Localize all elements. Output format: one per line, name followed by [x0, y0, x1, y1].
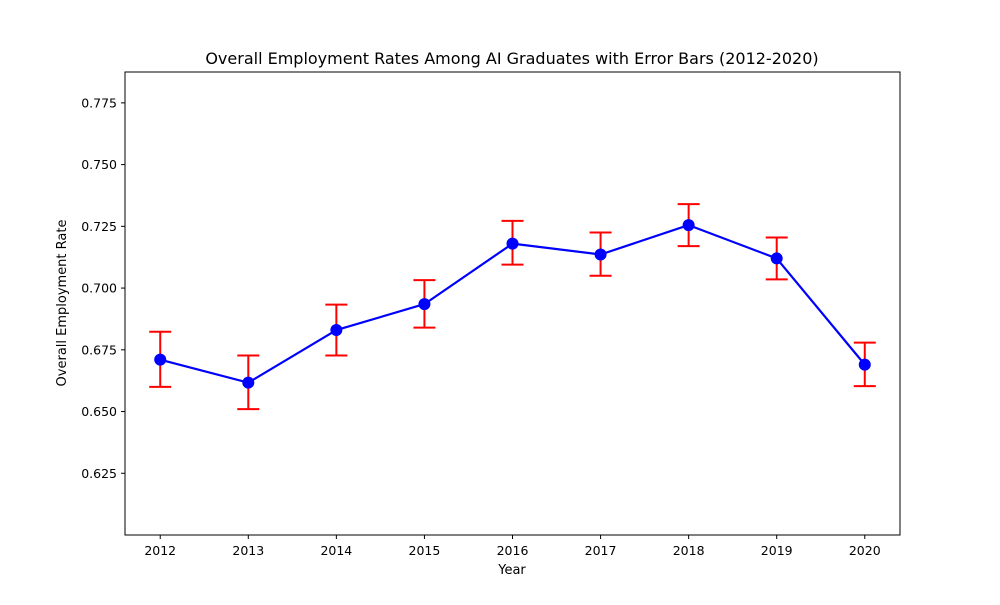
y-tick-label: 0.675	[81, 342, 117, 357]
data-point	[858, 358, 871, 371]
x-tick-label: 2012	[144, 543, 176, 558]
x-tick-label: 2016	[497, 543, 529, 558]
data-point	[330, 324, 343, 337]
y-axis-label: Overall Employment Rate	[55, 220, 70, 387]
chart-title: Overall Employment Rates Among AI Gradua…	[205, 49, 818, 68]
x-tick-label: 2013	[232, 543, 264, 558]
x-tick-label: 2019	[761, 543, 793, 558]
data-point	[506, 237, 519, 250]
data-point	[682, 219, 695, 232]
y-tick-label: 0.625	[81, 466, 117, 481]
y-tick-label: 0.750	[81, 157, 117, 172]
plot-area: 0.625 0.650 0.675 0.700 0.725 0.750 0.775 2012 2…	[81, 95, 881, 558]
plot-frame	[124, 71, 901, 536]
data-point	[154, 353, 167, 366]
x-tick-label: 2014	[320, 543, 352, 558]
x-tick-label: 2017	[585, 543, 617, 558]
x-tick-label: 2015	[409, 543, 441, 558]
x-axis-label: Year	[497, 563, 526, 578]
x-tick-label: 2020	[849, 543, 881, 558]
y-tick-label: 0.775	[81, 95, 117, 110]
y-tick-label: 0.700	[81, 281, 117, 296]
y-tick-label: 0.650	[81, 404, 117, 419]
data-point	[594, 248, 607, 261]
data-point	[770, 252, 783, 265]
x-tick-label: 2018	[673, 543, 705, 558]
data-point	[242, 376, 255, 389]
data-point	[418, 298, 431, 311]
y-tick-label: 0.725	[81, 219, 117, 234]
